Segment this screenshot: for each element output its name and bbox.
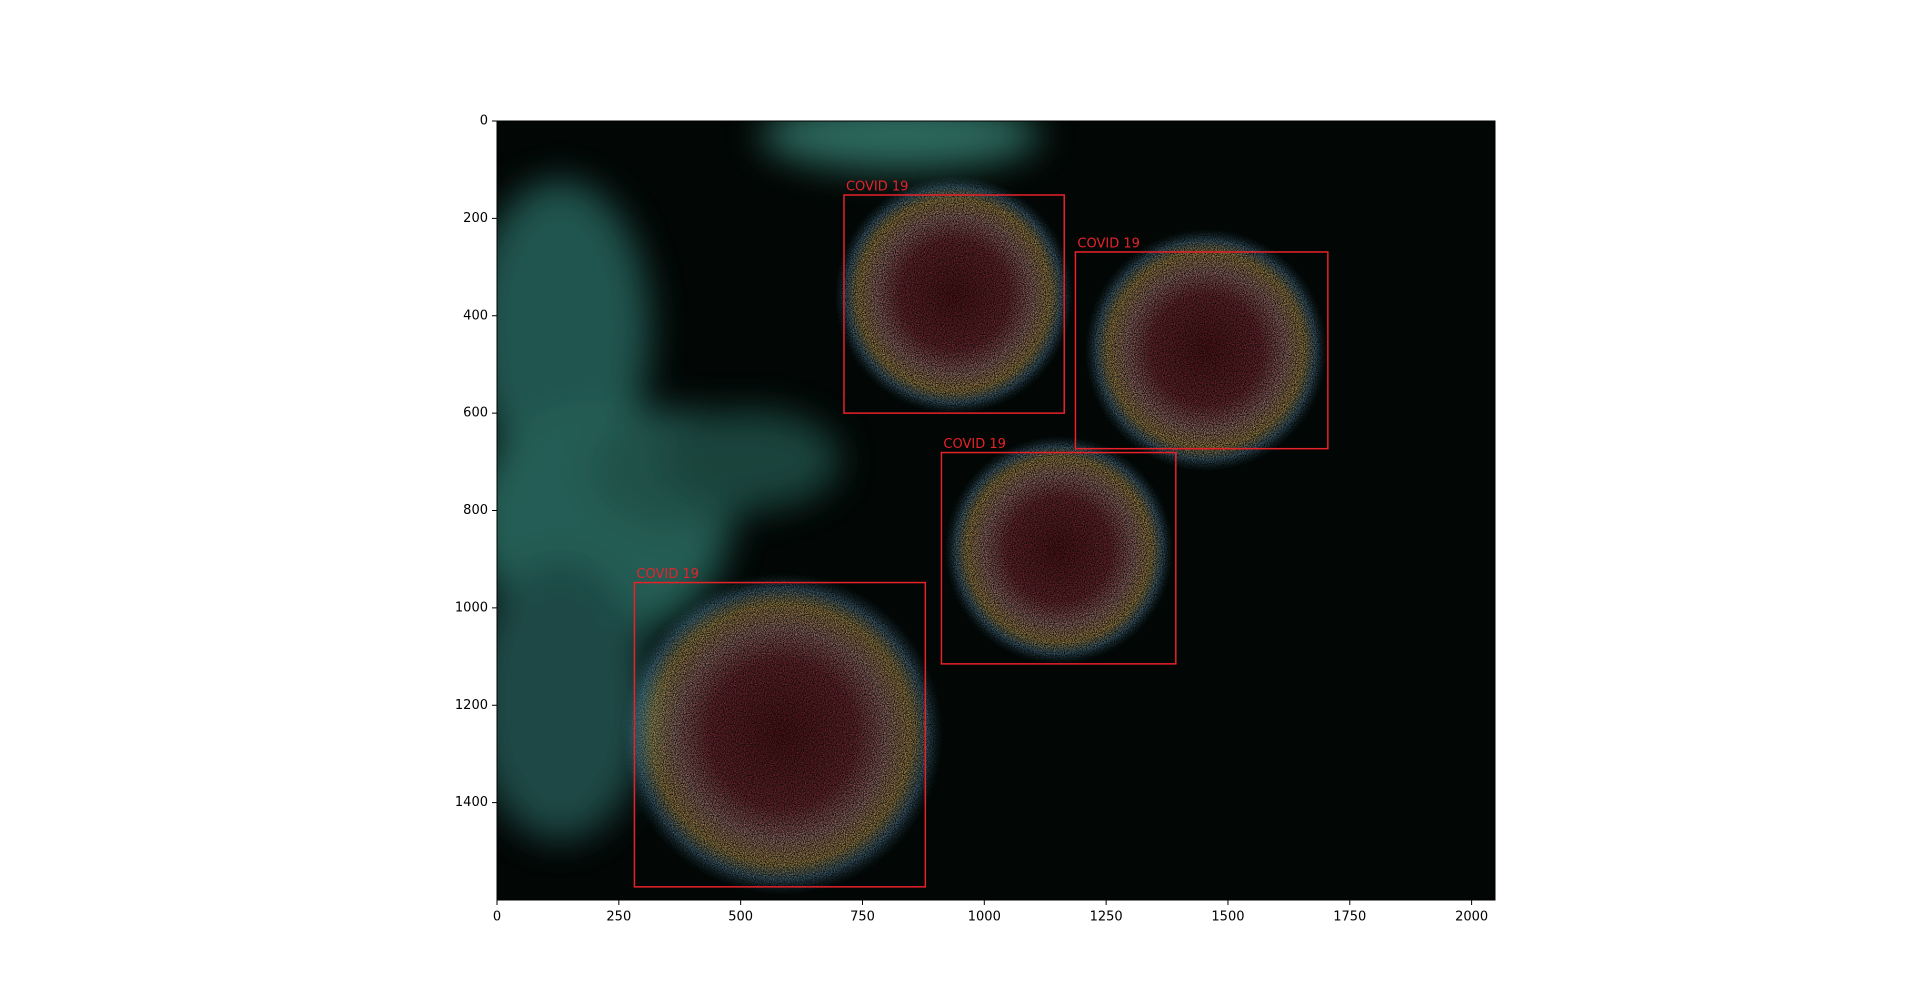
x-tick-label: 250 — [606, 910, 631, 925]
y-tick-label: 400 — [463, 308, 488, 323]
bounding-box — [940, 451, 1177, 665]
bounding-box — [843, 194, 1065, 414]
x-tick-label: 750 — [850, 910, 875, 925]
box-label: COVID 19 — [943, 437, 1006, 452]
y-tick-label: 0 — [480, 114, 488, 129]
y-tick-label: 1400 — [455, 795, 488, 810]
x-tick-label: 500 — [728, 910, 753, 925]
box-label: COVID 19 — [636, 567, 699, 582]
y-tick-label: 200 — [463, 211, 488, 226]
box-label: COVID 19 — [846, 180, 909, 195]
x-tick-label: 1250 — [1090, 910, 1123, 925]
y-tick-label: 1200 — [455, 698, 488, 713]
box-label: COVID 19 — [1077, 236, 1140, 251]
bounding-box — [1074, 251, 1329, 450]
y-tick-label: 800 — [463, 503, 488, 518]
x-tick-label: 2000 — [1455, 910, 1488, 925]
image — [497, 121, 1495, 900]
x-tick-label: 0 — [493, 910, 501, 925]
x-tick-label: 1500 — [1211, 910, 1244, 925]
x-tick-label: 1000 — [968, 910, 1001, 925]
y-tick-label: 600 — [463, 406, 488, 421]
x-tick-label: 1750 — [1333, 910, 1366, 925]
bounding-box — [633, 581, 927, 888]
y-tick-label: 1000 — [455, 600, 488, 615]
